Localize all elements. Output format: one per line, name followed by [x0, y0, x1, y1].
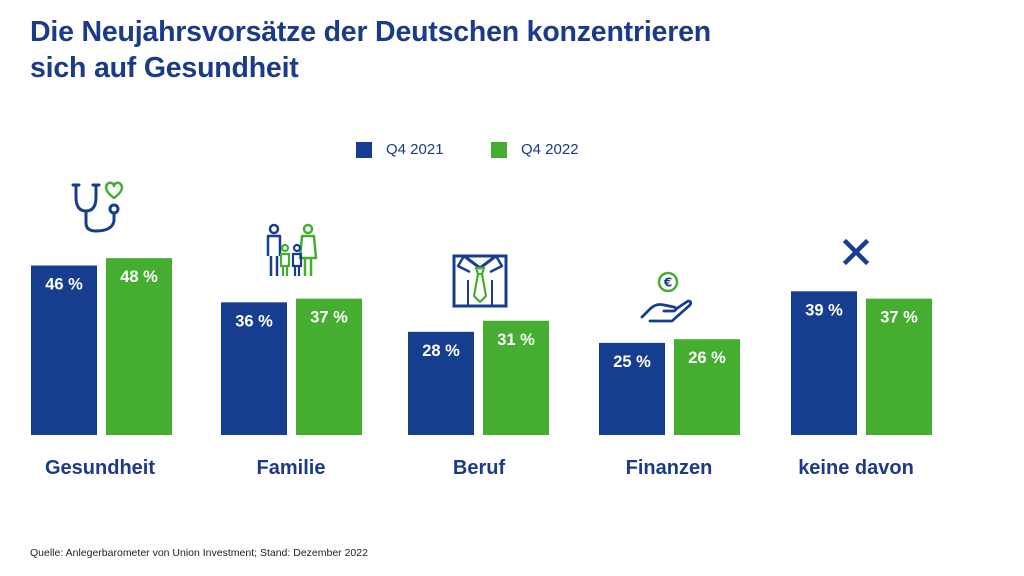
- chart-title: Die Neujahrsvorsätze der Deutschen konze…: [30, 14, 850, 86]
- bars-layer: [31, 258, 932, 435]
- bar-q4-2021-beruf: [408, 331, 474, 435]
- bar-q4-2022-keine-davon: [866, 298, 932, 435]
- bar-q4-2021-finanzen: [599, 342, 665, 435]
- category-label-keine-davon: keine davon: [798, 457, 914, 479]
- value-label-q4-2022-gesundheit: 48 %: [120, 268, 158, 286]
- value-label-q4-2022-beruf: 31 %: [497, 331, 535, 349]
- value-label-q4-2021-gesundheit: 46 %: [45, 275, 83, 293]
- legend-label-q4-2022: Q4 2022: [521, 141, 579, 158]
- category-label-gesundheit: Gesundheit: [45, 457, 155, 479]
- chart-title-line-1: Die Neujahrsvorsätze der Deutschen konze…: [30, 16, 711, 48]
- cross-icon: [842, 238, 870, 266]
- category-label-familie: Familie: [257, 457, 326, 479]
- svg-text:€: €: [663, 276, 672, 290]
- bar-q4-2022-beruf: [483, 320, 549, 435]
- value-label-q4-2021-keine-davon: 39 %: [805, 301, 843, 319]
- value-label-q4-2022-finanzen: 26 %: [688, 349, 726, 367]
- category-labels-layer: Gesundheit Familie Beruf Finanzen keine davo…: [45, 457, 914, 479]
- value-label-q4-2021-familie: 36 %: [235, 312, 273, 330]
- bar-q4-2021-keine-davon: [791, 291, 857, 435]
- value-label-q4-2022-keine-davon: 37 %: [880, 309, 918, 327]
- source-note: Quelle: Anlegerbarometer von Union Inves…: [30, 547, 368, 559]
- category-icons-layer: €: [71, 181, 870, 323]
- legend-label-q4-2021: Q4 2021: [386, 141, 444, 158]
- category-label-finanzen: Finanzen: [626, 457, 713, 479]
- category-label-beruf: Beruf: [453, 457, 506, 479]
- value-label-q4-2021-finanzen: 25 %: [613, 353, 651, 371]
- bar-q4-2022-finanzen: [674, 339, 740, 435]
- bar-q4-2022-gesundheit: [106, 258, 172, 435]
- value-labels-layer: 46 % 48 % 36 % 37 % 28 % 31 % 25 % 26 % 39 % 37 %: [45, 268, 918, 371]
- chart-title-line-2: sich auf Gesundheit: [30, 52, 299, 84]
- bar-q4-2021-familie: [221, 302, 287, 435]
- euro-coin-hand-icon: €: [640, 271, 693, 323]
- value-label-q4-2021-beruf: 28 %: [422, 342, 460, 360]
- legend-swatch-q4-2021: [356, 142, 372, 158]
- shirt-tie-icon: [452, 254, 508, 308]
- stethoscope-heart-icon: [71, 181, 124, 233]
- family-icon: [266, 223, 318, 276]
- bar-q4-2021-gesundheit: [31, 265, 97, 435]
- bar-q4-2022-familie: [296, 298, 362, 435]
- legend-swatch-q4-2022: [491, 142, 507, 158]
- value-label-q4-2022-familie: 37 %: [310, 309, 348, 327]
